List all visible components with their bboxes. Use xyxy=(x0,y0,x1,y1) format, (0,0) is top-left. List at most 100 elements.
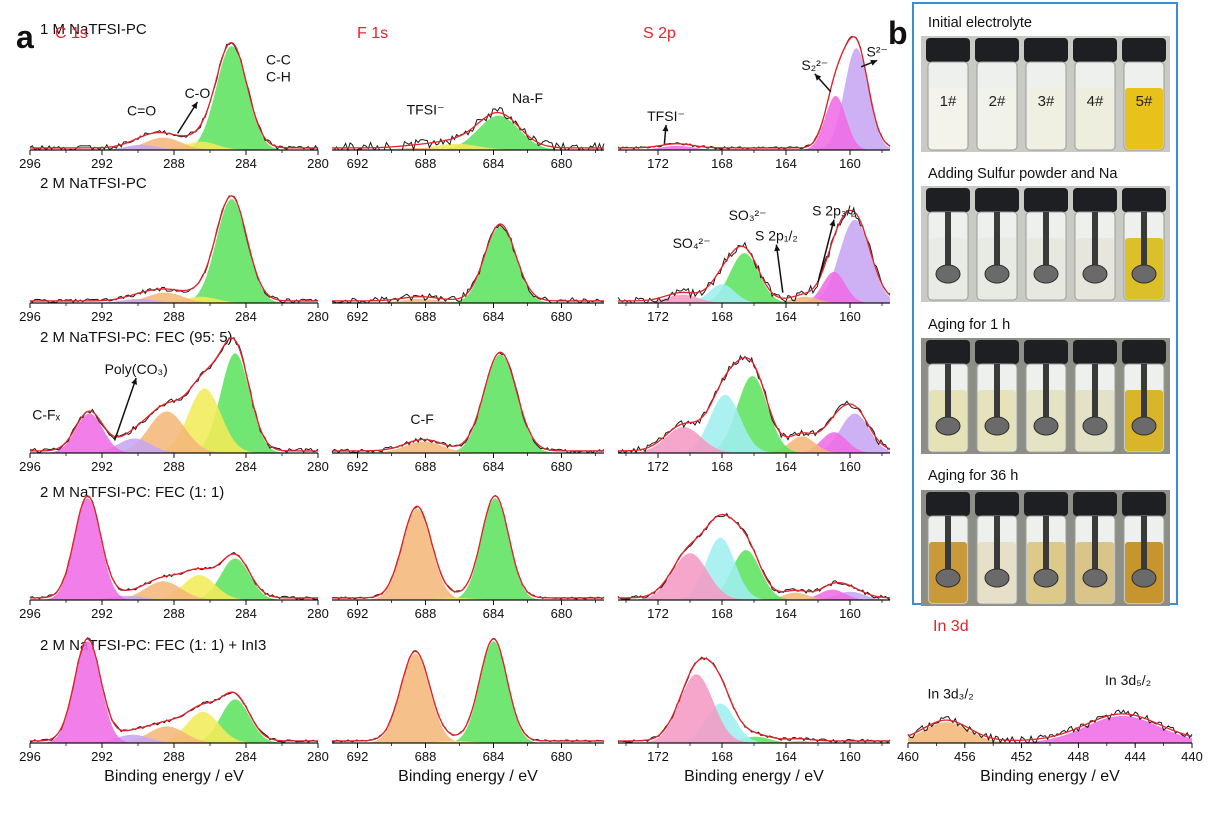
vial-cap xyxy=(975,492,1019,516)
sodium-disc xyxy=(1131,568,1157,588)
x-tick-label: 452 xyxy=(1011,749,1033,764)
component-peak xyxy=(30,641,318,743)
vial: 4# xyxy=(1073,38,1117,151)
spectrum-5: 172 168 164 160 SO₄²⁻ SO₃²⁻ S 2p₁/₂ S 2p₃/₂ xyxy=(617,203,891,324)
peak-annotation: SO₄²⁻ xyxy=(673,235,711,251)
x-tick-label: 284 xyxy=(235,156,257,171)
sodium-disc xyxy=(1033,568,1059,588)
component-peak xyxy=(332,115,604,150)
component-peak xyxy=(618,271,890,303)
sodium-disc xyxy=(1131,416,1157,436)
spectrum-7: 692 688 684 680 C-F xyxy=(331,351,605,474)
fit-envelope-line xyxy=(617,36,891,149)
fit-envelope-line xyxy=(618,209,891,302)
component-peak xyxy=(332,653,604,743)
vial xyxy=(1122,188,1166,301)
vial-cap xyxy=(975,340,1019,364)
x-tick-label: 460 xyxy=(897,749,919,764)
row-title: 2 M NaTFSI-PC: FEC (1: 1) + InI3 xyxy=(40,637,266,654)
x-tick-label: 288 xyxy=(163,156,185,171)
component-peak xyxy=(618,253,890,303)
component-peak xyxy=(618,48,890,150)
x-tick-label: 692 xyxy=(347,459,369,474)
x-tick-label: 684 xyxy=(483,459,505,474)
x-tick-label: 292 xyxy=(91,749,113,764)
vial-cap xyxy=(1122,188,1166,212)
vial-cap xyxy=(1122,38,1166,62)
x-tick-label: 164 xyxy=(775,749,797,764)
x-tick-label: 688 xyxy=(415,156,437,171)
raw-spectrum-line xyxy=(617,656,891,744)
sodium-disc xyxy=(935,568,961,588)
sodium-disc xyxy=(984,264,1010,284)
component-peak xyxy=(332,298,604,303)
x-tick-label: 448 xyxy=(1068,749,1090,764)
component-peak xyxy=(618,427,890,453)
vial-liquid xyxy=(1027,88,1065,149)
x-tick-label: 292 xyxy=(91,309,113,324)
component-peak xyxy=(30,292,318,303)
component-peak xyxy=(618,376,890,453)
vial xyxy=(1024,340,1068,453)
component-peak xyxy=(30,199,318,303)
component-peak xyxy=(332,508,604,600)
peak-annotation: Poly(CO₃) xyxy=(105,361,168,377)
component-peak xyxy=(30,413,318,453)
spectrum-14: 172 168 164 160 Binding energy / eV xyxy=(617,656,891,785)
panel-title: In 3d xyxy=(933,618,969,635)
photo-panel: Initial electrolyte 1# 2# 3# 4# 5# Adding Sulf… xyxy=(912,2,1178,606)
peak-annotation: SO₃²⁻ xyxy=(729,207,767,223)
spectrum-2: 172 168 164 160 S 2p TFSI⁻ S₂²⁻ S²⁻ xyxy=(617,25,891,171)
vial-electrode-rod xyxy=(945,364,951,422)
x-tick-label: 288 xyxy=(163,606,185,621)
peak-annotation: S₂²⁻ xyxy=(801,57,828,73)
x-axis-label: Binding energy / eV xyxy=(980,768,1120,785)
sodium-disc xyxy=(935,416,961,436)
vial-cap xyxy=(1073,38,1117,62)
vial: 2# xyxy=(975,38,1019,151)
spectrum-15: 460 456 452 448 444 440 In 3d Binding energy / … xyxy=(897,618,1203,785)
x-tick-label: 280 xyxy=(307,606,329,621)
component-peak xyxy=(618,736,890,743)
component-peak xyxy=(30,558,318,600)
annotation-arrowhead xyxy=(131,377,138,385)
x-tick-label: 296 xyxy=(19,309,41,324)
peak-annotation: C-H xyxy=(266,68,291,84)
photo-title: Aging for 36 h xyxy=(928,468,1018,484)
x-tick-label: 296 xyxy=(19,156,41,171)
x-tick-label: 164 xyxy=(775,309,797,324)
vial-cap xyxy=(975,38,1019,62)
peak-annotation: TFSI⁻ xyxy=(647,108,685,124)
x-tick-label: 284 xyxy=(235,749,257,764)
fit-envelope-line xyxy=(332,351,604,452)
vial-electrode-rod xyxy=(1043,516,1049,574)
annotation-arrow xyxy=(113,377,137,441)
component-peak xyxy=(30,353,318,453)
x-tick-label: 172 xyxy=(647,606,669,621)
component-peak xyxy=(618,95,890,150)
x-tick-label: 280 xyxy=(307,156,329,171)
x-tick-label: 172 xyxy=(647,749,669,764)
x-tick-label: 172 xyxy=(647,156,669,171)
vial-cap xyxy=(926,38,970,62)
xps-spectra: 296 292 288 284 280 C 1s C=O C-O C-CC-H 692 688 684… xyxy=(19,25,1203,785)
x-axis-label: Binding energy / eV xyxy=(104,768,244,785)
sodium-disc xyxy=(1033,264,1059,284)
vial-cap xyxy=(1024,340,1068,364)
sodium-disc xyxy=(984,568,1010,588)
fit-envelope-line xyxy=(907,713,1193,741)
x-tick-label: 160 xyxy=(839,749,861,764)
annotation-arrowhead xyxy=(870,59,878,66)
x-tick-label: 168 xyxy=(711,309,733,324)
vial-label: 4# xyxy=(1087,93,1104,110)
spectrum-11: 172 168 164 160 xyxy=(617,512,891,621)
x-tick-label: 680 xyxy=(551,459,573,474)
vial-cap xyxy=(1122,340,1166,364)
vial-electrode-rod xyxy=(994,516,1000,574)
x-tick-label: 688 xyxy=(415,309,437,324)
vial-cap xyxy=(975,188,1019,212)
sodium-disc xyxy=(1131,264,1157,284)
vial-liquid xyxy=(978,88,1016,149)
vial-liquid xyxy=(1125,88,1163,149)
